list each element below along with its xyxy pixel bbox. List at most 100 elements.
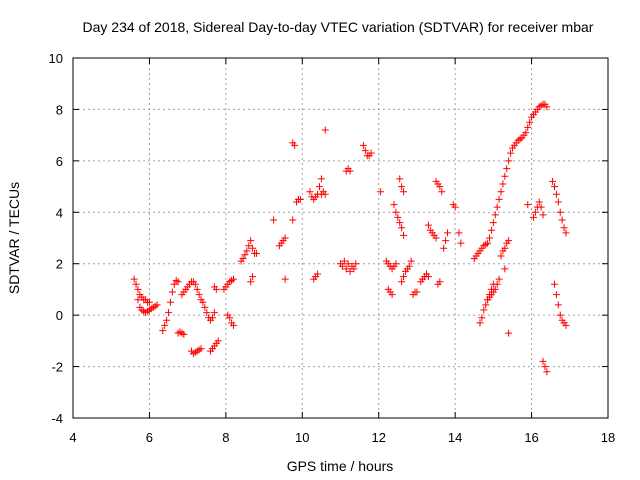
- data-point: [392, 260, 400, 268]
- series-arc20: [306, 175, 325, 203]
- data-point: [193, 285, 201, 293]
- data-point: [476, 319, 484, 327]
- data-point: [350, 265, 358, 273]
- data-point: [252, 249, 260, 257]
- data-point: [289, 216, 297, 224]
- data-point: [168, 288, 176, 296]
- data-point: [480, 306, 488, 314]
- x-tick-label: 10: [295, 430, 309, 445]
- data-point: [230, 321, 237, 329]
- series-arc28: [382, 257, 400, 273]
- series-arc31: [396, 175, 408, 196]
- data-point: [392, 208, 400, 216]
- x-tick-label: 16: [524, 430, 538, 445]
- data-point: [491, 211, 499, 219]
- data-point: [199, 298, 207, 306]
- data-point: [482, 301, 490, 309]
- data-point: [524, 201, 532, 209]
- data-point: [552, 291, 560, 299]
- data-point: [438, 188, 446, 196]
- data-point: [552, 190, 560, 198]
- series-arc19: [293, 195, 304, 206]
- data-point: [306, 188, 314, 196]
- data-point: [489, 219, 497, 227]
- data-point: [503, 165, 511, 173]
- data-point: [501, 244, 509, 252]
- data-point: [249, 273, 257, 281]
- data-point: [315, 183, 323, 191]
- series-arc37: [434, 278, 444, 288]
- data-point: [551, 183, 558, 191]
- data-point: [249, 244, 257, 252]
- data-point: [338, 262, 346, 270]
- y-tick-label: -2: [51, 360, 63, 375]
- series-arc24: [337, 257, 360, 275]
- series-arc6: [187, 345, 205, 358]
- data-point: [505, 329, 513, 337]
- data-point: [134, 296, 142, 304]
- data-point: [212, 285, 220, 293]
- data-point: [522, 129, 530, 137]
- data-point: [535, 198, 543, 206]
- series-arc45: [497, 237, 513, 260]
- series-arc33: [407, 257, 415, 265]
- data-point: [170, 280, 178, 288]
- data-point: [201, 303, 209, 311]
- series-arc49: [529, 198, 547, 221]
- data-point: [507, 149, 515, 157]
- y-tick-label: 0: [56, 308, 63, 323]
- data-point: [352, 260, 360, 268]
- data-point: [482, 240, 490, 248]
- data-point: [388, 291, 396, 299]
- data-point: [432, 234, 440, 242]
- data-point: [562, 321, 570, 329]
- data-point: [132, 280, 140, 288]
- data-point: [537, 102, 545, 110]
- data-point: [359, 141, 367, 149]
- data-point: [243, 247, 251, 255]
- series-arc8: [207, 337, 222, 355]
- data-point: [554, 301, 562, 309]
- x-tick-label: 14: [448, 430, 462, 445]
- data-point: [178, 329, 186, 337]
- data-point: [495, 275, 503, 283]
- data-point: [501, 172, 509, 180]
- series-arc10: [220, 275, 237, 293]
- series-arc36: [424, 221, 440, 242]
- data-point: [407, 257, 415, 265]
- data-point: [270, 216, 278, 224]
- series-arc47: [505, 329, 513, 337]
- series-arc5: [178, 278, 203, 299]
- data-point: [396, 175, 404, 183]
- data-point: [539, 357, 547, 365]
- data-point: [560, 224, 568, 232]
- data-point: [247, 237, 255, 245]
- series-arc9: [210, 283, 220, 293]
- plot-frame: [72, 57, 609, 419]
- data-point: [505, 157, 513, 165]
- data-point: [440, 244, 448, 252]
- data-point: [400, 273, 408, 281]
- data-point: [451, 203, 459, 211]
- series-arc34: [409, 288, 421, 299]
- series-arc30: [390, 201, 408, 239]
- data-point: [436, 183, 444, 191]
- data-point: [398, 224, 406, 232]
- data-point: [130, 275, 138, 283]
- series-arc17: [289, 139, 299, 149]
- data-point: [161, 321, 169, 329]
- data-point: [505, 237, 513, 245]
- data-point: [549, 177, 557, 185]
- data-point: [551, 280, 558, 288]
- data-point: [145, 298, 153, 306]
- series-arc51: [549, 177, 570, 237]
- data-point: [241, 251, 249, 259]
- series-arc46: [501, 265, 509, 273]
- series-arc52: [551, 280, 570, 329]
- data-point: [442, 237, 450, 245]
- data-point: [424, 221, 432, 229]
- data-point: [394, 213, 402, 221]
- data-point: [486, 234, 494, 242]
- data-point: [556, 311, 564, 319]
